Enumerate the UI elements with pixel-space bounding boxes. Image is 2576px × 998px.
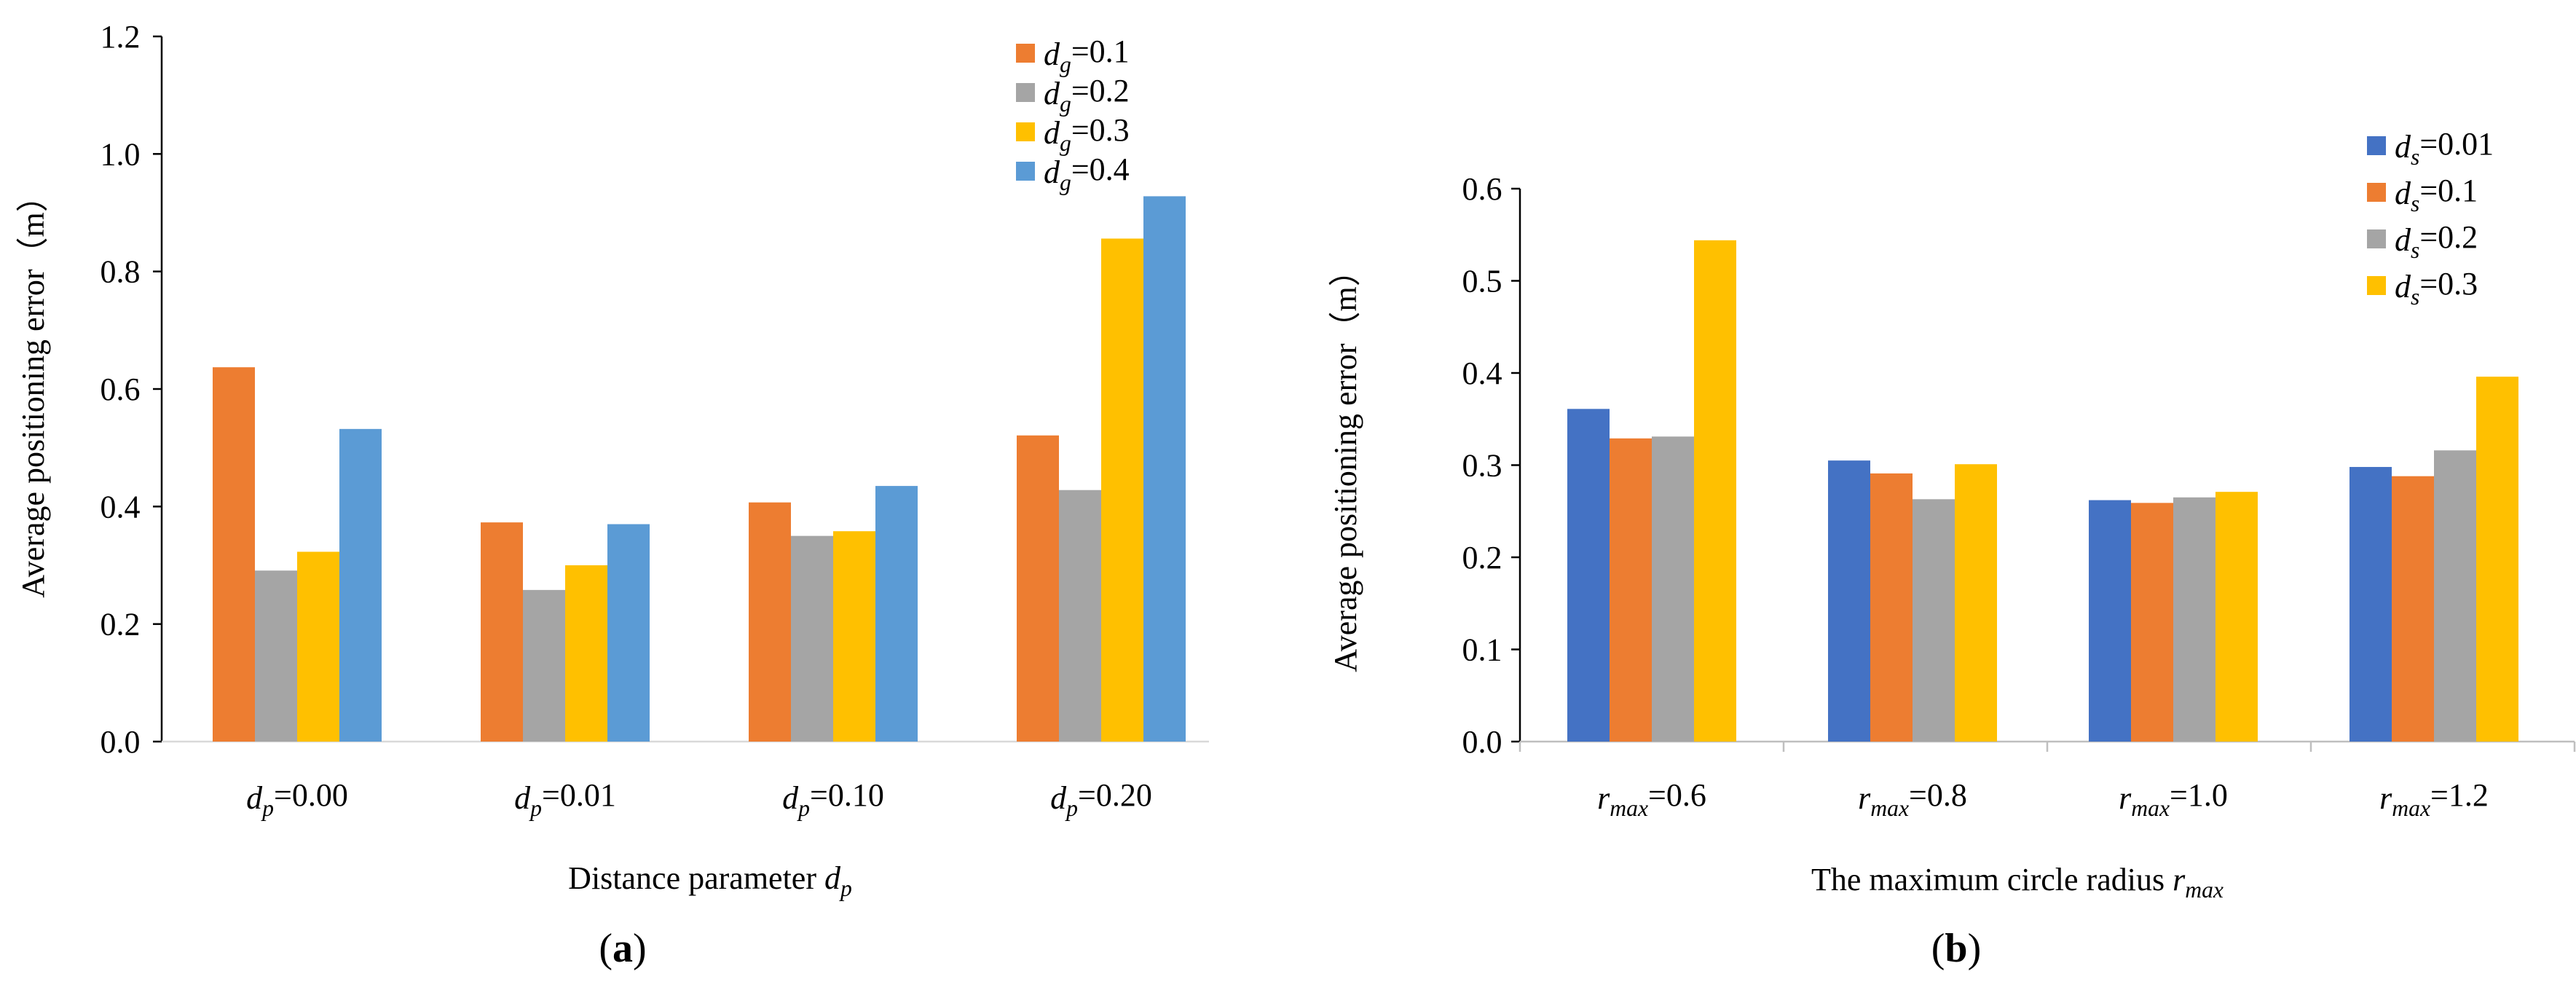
bar <box>1017 435 1059 742</box>
legend-label: ds=0.3 <box>2395 266 2478 310</box>
legend-swatch <box>1016 162 1035 181</box>
chart-panel-a: 0.0 0.2 0.4 0.6 0.8 1.0 1.2 dp=0.00 dp=0.01 dp=0.… <box>15 19 1209 971</box>
legend-swatch <box>1016 83 1035 102</box>
x-category-label: dp=0.10 <box>782 777 884 821</box>
y-tick-label: 0.1 <box>1462 632 1502 668</box>
bar <box>2349 467 2392 742</box>
chart-panel-b: 0.0 0.1 0.2 0.3 0.4 0.5 0.6 rmax=0.6 rmax=0.8 rma… <box>1328 126 2576 971</box>
bar <box>523 589 565 742</box>
x-axis-title: Distance parameter dp <box>568 860 852 901</box>
bar <box>1652 436 1694 742</box>
y-axis-title: Average positioning error（m） <box>15 180 51 597</box>
legend-label: ds=0.2 <box>2395 219 2478 263</box>
x-category-label: dp=0.20 <box>1050 777 1152 821</box>
bar <box>2131 503 2173 742</box>
y-tick-label: 0.2 <box>101 607 141 643</box>
legend-swatch <box>1016 122 1035 141</box>
bar <box>2392 476 2434 742</box>
legend-label: dg=0.2 <box>1044 73 1130 117</box>
bar <box>1143 196 1186 742</box>
y-tick-label: 0.3 <box>1462 448 1502 484</box>
bar <box>2434 450 2476 742</box>
y-tick-label: 1.0 <box>101 136 141 172</box>
x-category-label: rmax=0.6 <box>1597 777 1706 821</box>
bar <box>749 502 791 742</box>
legend-swatch <box>2367 276 2386 295</box>
bar <box>875 486 918 742</box>
bar <box>1610 438 1652 742</box>
bar <box>1870 473 1913 742</box>
legend-label: dg=0.1 <box>1044 34 1130 77</box>
bar <box>1955 464 1997 742</box>
y-tick-label: 0.6 <box>101 372 141 407</box>
x-category-label: dp=0.00 <box>246 777 348 821</box>
legend-swatch <box>2367 136 2386 155</box>
bar <box>791 535 833 742</box>
y-tick-label: 0.6 <box>1462 171 1502 207</box>
x-category-label: dp=0.01 <box>514 777 616 821</box>
bar <box>2089 500 2131 742</box>
bar <box>339 428 382 742</box>
bar <box>2215 492 2258 742</box>
y-tick-label: 0.2 <box>1462 540 1502 575</box>
bar <box>833 531 875 742</box>
bar <box>481 522 523 742</box>
bar <box>2173 497 2215 742</box>
y-tick-label: 0.5 <box>1462 264 1502 299</box>
y-tick-label: 1.2 <box>101 19 141 55</box>
legend-label: dg=0.4 <box>1044 152 1130 195</box>
y-tick-label: 0.0 <box>101 724 141 760</box>
panel-label: (a) <box>599 926 646 971</box>
bar <box>1694 240 1736 742</box>
x-axis-title: The maximum circle radius rmax <box>1811 862 2224 903</box>
bar <box>2476 377 2518 742</box>
x-category-label: rmax=0.8 <box>1858 777 1967 821</box>
y-tick-label: 0.4 <box>1462 355 1502 391</box>
y-tick-label: 0.4 <box>101 489 141 524</box>
y-axis-title: Average positioning error（m） <box>1328 254 1363 672</box>
legend-label: dg=0.3 <box>1044 112 1130 156</box>
y-tick-label: 0.8 <box>101 254 141 290</box>
bar <box>297 551 339 742</box>
bar <box>1059 490 1101 742</box>
bar <box>1567 409 1610 742</box>
x-category-label: rmax=1.0 <box>2119 777 2228 821</box>
x-category-label: rmax=1.2 <box>2379 777 2489 821</box>
legend-label: ds=0.1 <box>2395 173 2478 216</box>
bar <box>255 570 297 742</box>
y-tick-label: 0.0 <box>1462 724 1502 760</box>
panel-label: (b) <box>1931 926 1981 971</box>
bar <box>607 524 650 742</box>
bar <box>565 565 607 742</box>
bar <box>1828 460 1870 742</box>
bar <box>1913 499 1955 742</box>
legend-swatch <box>1016 44 1035 63</box>
bar <box>213 367 255 742</box>
legend-swatch <box>2367 183 2386 202</box>
legend-swatch <box>2367 229 2386 248</box>
legend-label: ds=0.01 <box>2395 126 2494 170</box>
bar <box>1101 238 1143 742</box>
